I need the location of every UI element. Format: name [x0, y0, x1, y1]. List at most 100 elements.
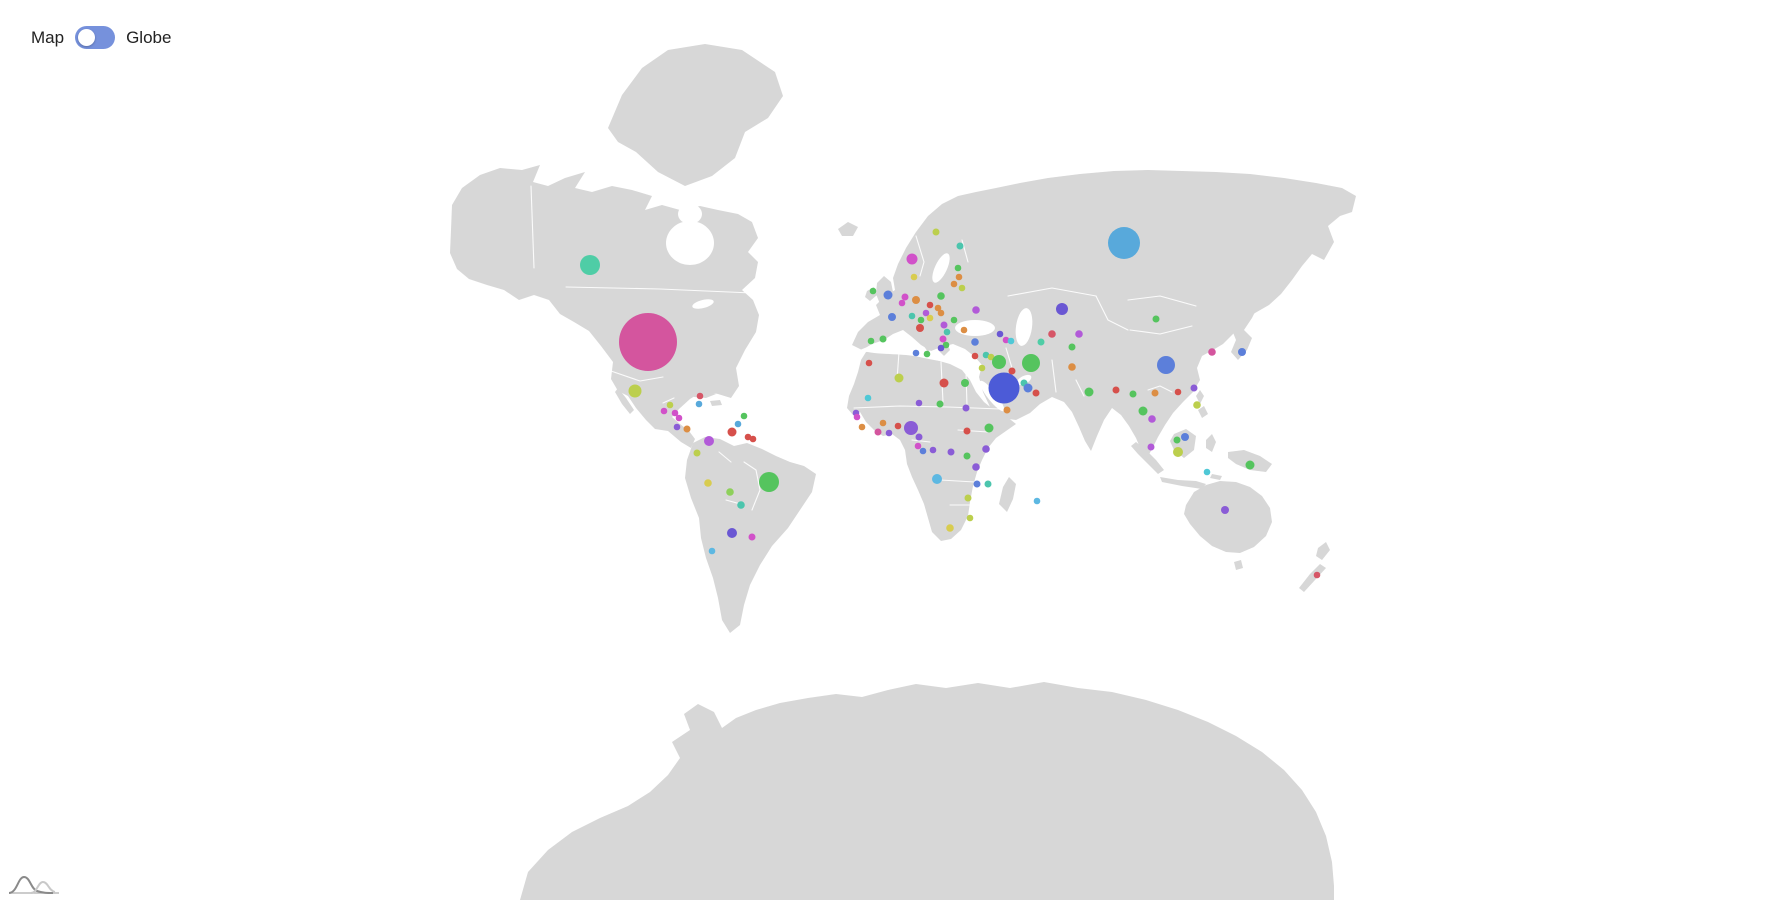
- bubble-laos[interactable]: [1151, 389, 1159, 397]
- bubble-venezuela[interactable]: [727, 427, 737, 437]
- bubble-afghanistan[interactable]: [1068, 363, 1076, 371]
- bubble-costa-rica[interactable]: [683, 425, 691, 433]
- bubble-bulgaria[interactable]: [960, 326, 968, 334]
- bubble-japan[interactable]: [1238, 348, 1246, 356]
- bubble-china[interactable]: [1157, 356, 1175, 374]
- bubble-iraq[interactable]: [992, 355, 1006, 369]
- bubble-south-sudan[interactable]: [963, 427, 971, 435]
- bubble-guinea[interactable]: [858, 423, 866, 431]
- bubble-united-kingdom[interactable]: [883, 290, 893, 300]
- bubble-brunei[interactable]: [1173, 436, 1181, 444]
- bubble-denmark[interactable]: [910, 273, 918, 281]
- bubble-peru[interactable]: [704, 479, 712, 487]
- bubble-guatemala[interactable]: [666, 401, 674, 409]
- bubble-india[interactable]: [1084, 387, 1094, 397]
- bubble-romania[interactable]: [940, 321, 948, 329]
- bubble-kyrgyzstan[interactable]: [1075, 330, 1083, 338]
- bubble-lithuania[interactable]: [950, 280, 958, 288]
- bubble-mexico[interactable]: [628, 384, 642, 398]
- bubble-hungary[interactable]: [937, 309, 945, 317]
- bubble-tunisia[interactable]: [912, 349, 920, 357]
- bubble-panama[interactable]: [673, 423, 681, 431]
- bubble-lebanon[interactable]: [971, 352, 979, 360]
- bubble-el-salvador[interactable]: [660, 407, 668, 415]
- bubble-spain[interactable]: [879, 335, 887, 343]
- bubble-philippines[interactable]: [1193, 401, 1201, 409]
- bubble-moldova[interactable]: [950, 316, 958, 324]
- bubble-cameroon[interactable]: [915, 433, 923, 441]
- bubble-bangladesh[interactable]: [1112, 386, 1120, 394]
- bubble-paraguay[interactable]: [737, 501, 745, 509]
- bubble-croatia[interactable]: [926, 314, 934, 322]
- bubble-burkina-faso[interactable]: [879, 419, 887, 427]
- bubble-chile[interactable]: [708, 547, 716, 555]
- bubble-france[interactable]: [888, 313, 896, 321]
- bubble-mongolia[interactable]: [1152, 315, 1160, 323]
- bubble-latvia[interactable]: [955, 273, 963, 281]
- bubble-poland[interactable]: [937, 292, 945, 300]
- bubble-south-korea[interactable]: [1208, 348, 1216, 356]
- bubble-israel[interactable]: [978, 364, 986, 372]
- bubble-oman[interactable]: [1032, 389, 1040, 397]
- bubble-vietnam[interactable]: [1148, 415, 1156, 423]
- bubble-kuwait[interactable]: [1008, 367, 1016, 375]
- bubble-italy[interactable]: [916, 324, 924, 332]
- bubble-cuba[interactable]: [696, 392, 704, 400]
- bubble-trinidad[interactable]: [744, 433, 752, 441]
- bubble-myanmar[interactable]: [1129, 390, 1137, 398]
- bubble-armenia[interactable]: [1002, 336, 1010, 344]
- bubble-east-malaysia[interactable]: [1181, 433, 1189, 441]
- bubble-belgium[interactable]: [898, 299, 906, 307]
- bubble-dominica[interactable]: [734, 420, 742, 428]
- bubble-grenada[interactable]: [749, 435, 757, 443]
- bubble-malawi[interactable]: [984, 480, 992, 488]
- bubble-nicaragua[interactable]: [675, 414, 683, 422]
- bubble-australia[interactable]: [1221, 506, 1229, 514]
- bubble-cote-divoire[interactable]: [874, 428, 882, 436]
- bubble-equatorial-guinea[interactable]: [914, 442, 922, 450]
- bubble-turkmenistan[interactable]: [1037, 338, 1045, 346]
- bubble-timor-leste[interactable]: [1203, 468, 1211, 476]
- bubble-ireland[interactable]: [869, 287, 877, 295]
- bubble-libya[interactable]: [939, 378, 949, 388]
- bubble-indonesia[interactable]: [1173, 447, 1183, 457]
- bubble-saudi-arabia[interactable]: [988, 372, 1020, 404]
- bubble-uruguay[interactable]: [748, 533, 756, 541]
- bubble-chad[interactable]: [936, 400, 944, 408]
- bubble-slovakia[interactable]: [934, 304, 942, 312]
- bubble-algeria[interactable]: [894, 373, 904, 383]
- bubble-sweden[interactable]: [932, 228, 940, 236]
- bubble-syria[interactable]: [987, 353, 995, 361]
- bubble-thailand[interactable]: [1138, 406, 1148, 416]
- bubble-papua-new-guinea[interactable]: [1245, 460, 1255, 470]
- bubble-niger[interactable]: [915, 399, 923, 407]
- bubble-albania[interactable]: [937, 344, 945, 352]
- bubble-ecuador[interactable]: [693, 449, 701, 457]
- bubble-malta[interactable]: [923, 350, 931, 358]
- bubble-mauritania[interactable]: [864, 394, 872, 402]
- bubble-sudan[interactable]: [962, 404, 970, 412]
- bubble-jamaica[interactable]: [695, 400, 703, 408]
- bubble-nigeria[interactable]: [904, 421, 918, 435]
- bubble-belarus[interactable]: [958, 284, 966, 292]
- bubble-zimbabwe[interactable]: [964, 494, 972, 502]
- bubble-tanzania[interactable]: [972, 463, 980, 471]
- bubble-slovenia[interactable]: [917, 316, 925, 324]
- bubble-cyprus[interactable]: [982, 351, 990, 359]
- bubble-turkey[interactable]: [971, 338, 979, 346]
- bubble-switzerland[interactable]: [908, 312, 916, 320]
- bubble-portugal[interactable]: [867, 337, 875, 345]
- bubble-uae[interactable]: [1023, 383, 1033, 393]
- bubble-ukraine[interactable]: [972, 306, 980, 314]
- bubble-tajikistan[interactable]: [1068, 343, 1076, 351]
- bubble-honduras[interactable]: [671, 409, 679, 417]
- bubble-argentina[interactable]: [727, 528, 737, 538]
- bubble-netherlands[interactable]: [901, 293, 909, 301]
- bubble-morocco[interactable]: [865, 359, 873, 367]
- bubble-kenya[interactable]: [982, 445, 990, 453]
- bubble-kazakhstan[interactable]: [1056, 303, 1068, 315]
- bubble-zambia[interactable]: [973, 480, 981, 488]
- bubble-angola[interactable]: [932, 474, 942, 484]
- bubble-brazil[interactable]: [759, 472, 779, 492]
- bubble-serbia[interactable]: [943, 328, 951, 336]
